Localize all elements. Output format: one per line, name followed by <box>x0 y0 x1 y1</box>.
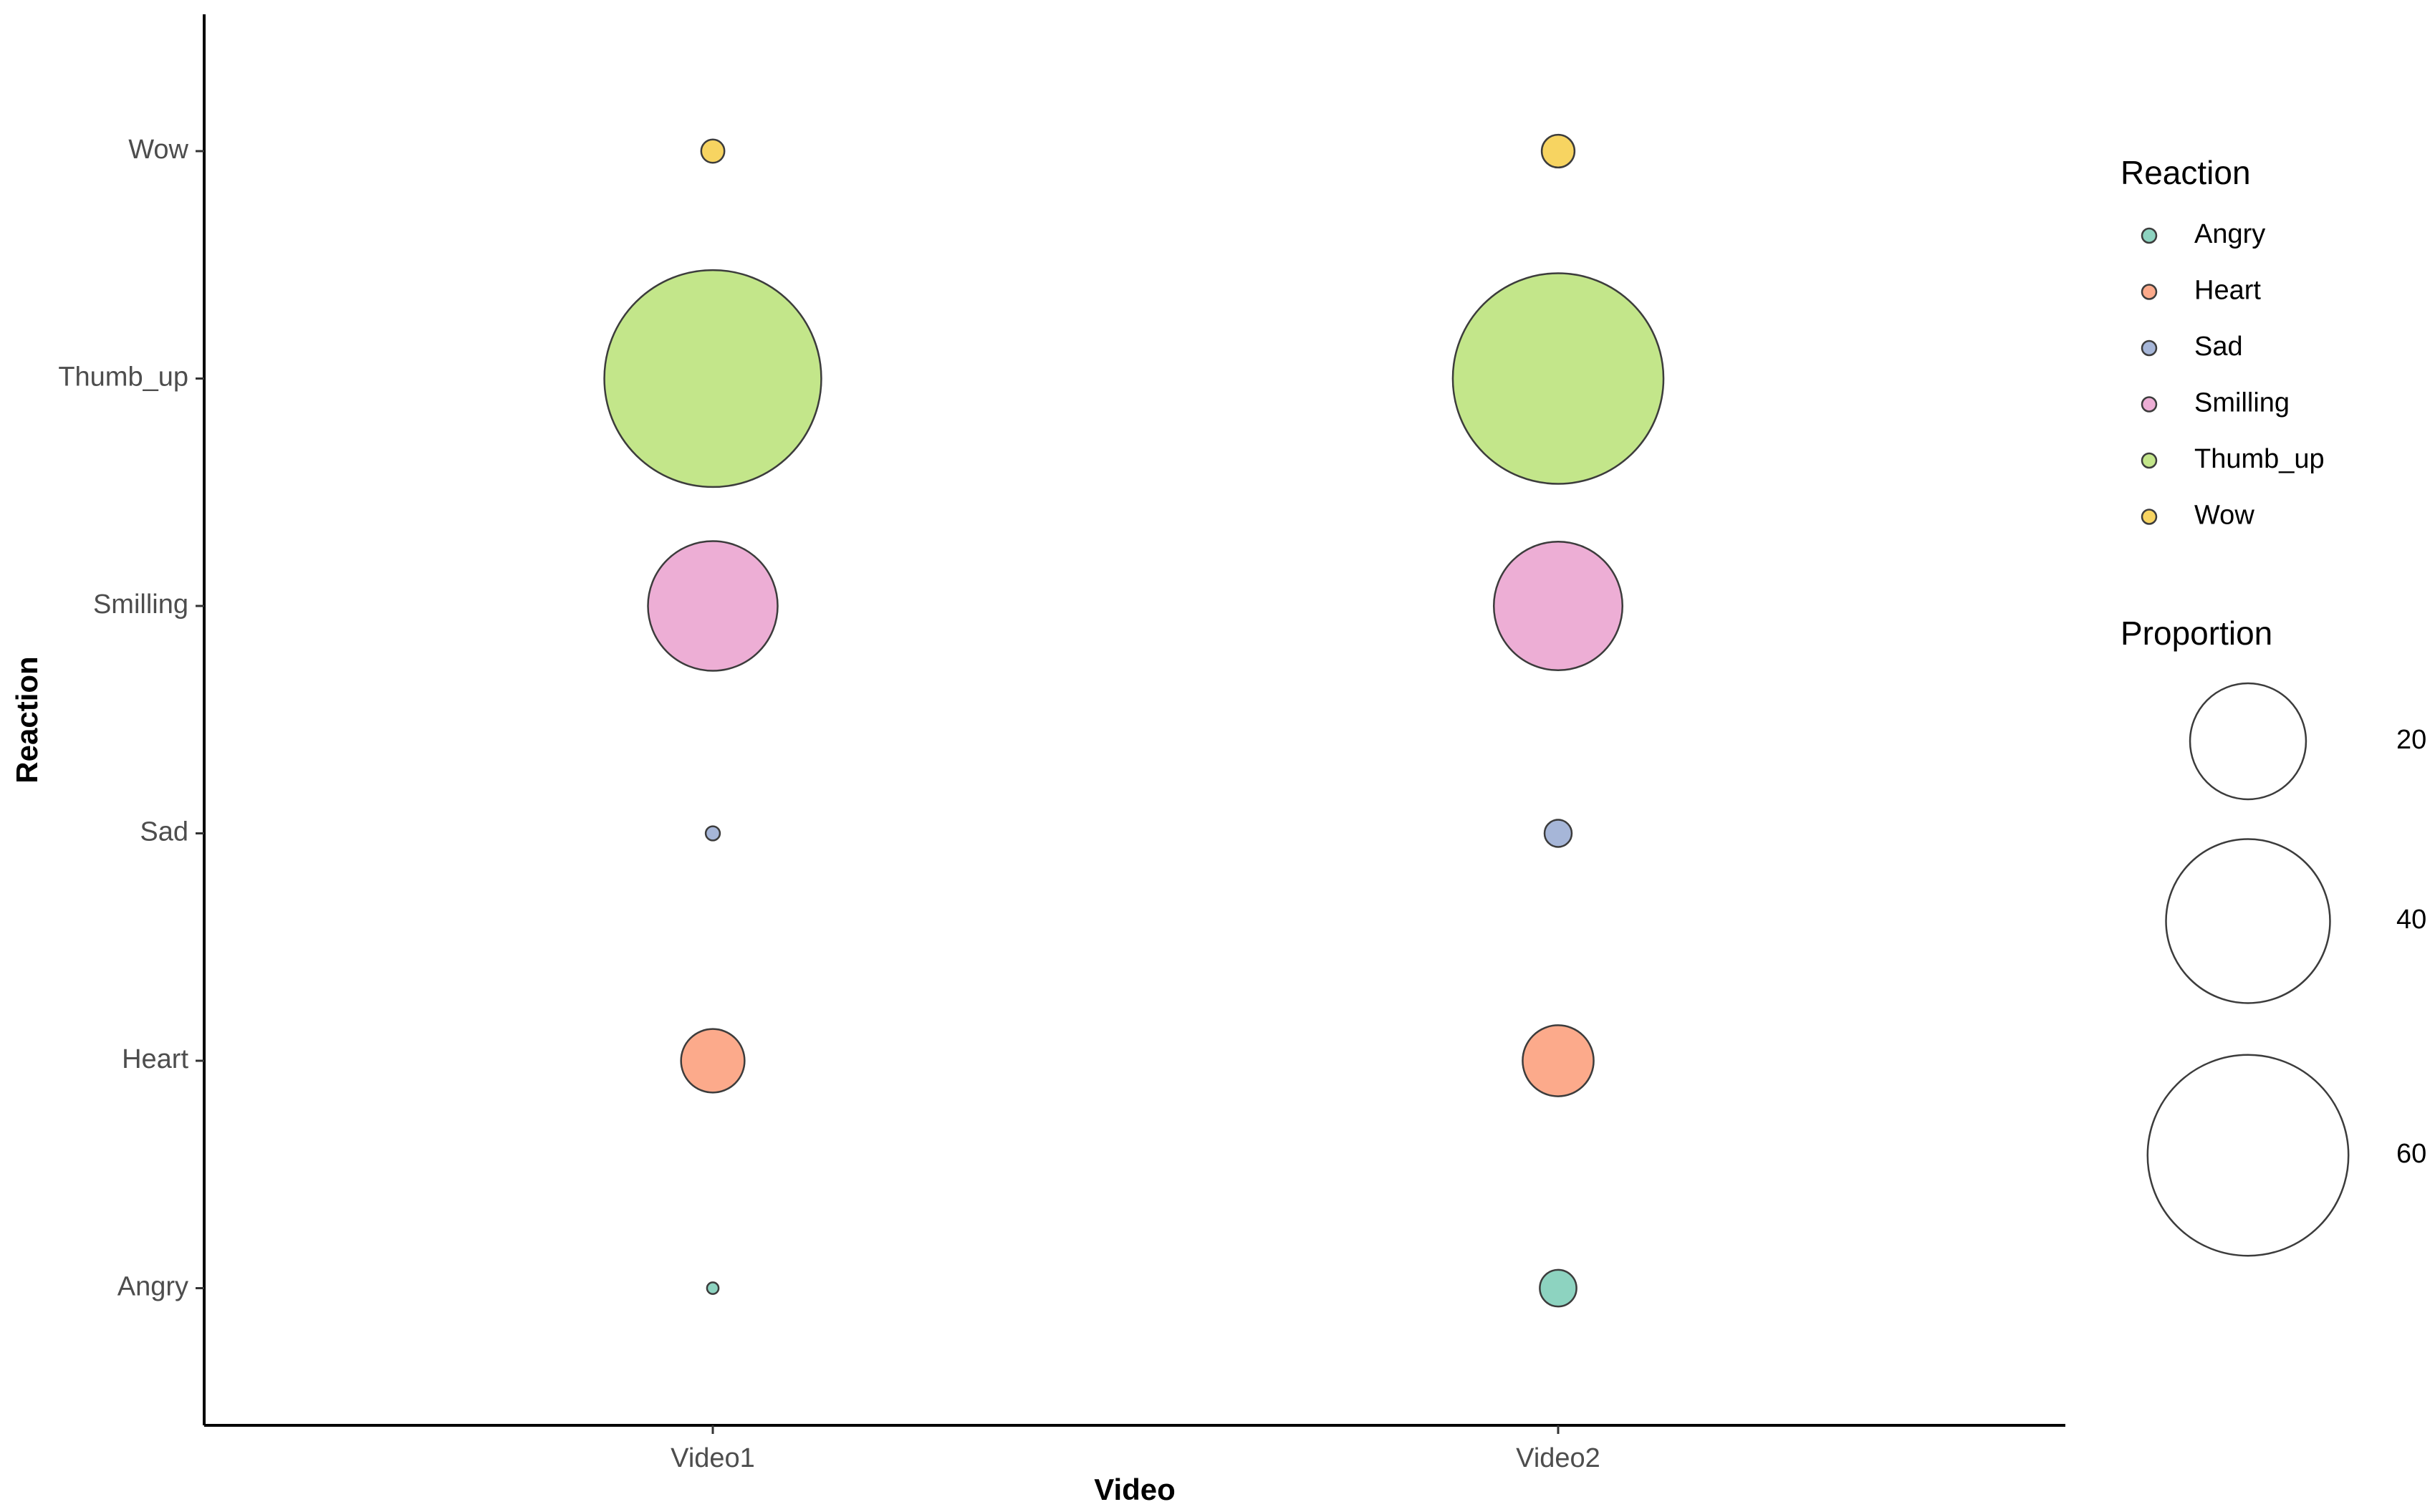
legend-title-reaction: Reaction <box>2121 154 2251 191</box>
legend-size-label-60: 60 <box>2396 1139 2426 1169</box>
bubble-video1-sad <box>704 825 721 842</box>
legend-size-key-20 <box>2189 682 2307 801</box>
y-tick-label-angry: Angry <box>117 1272 188 1302</box>
bubble-video2-thumb_up <box>1451 272 1665 485</box>
legend-label-angry: Angry <box>2194 219 2265 249</box>
y-tick-label-thumb_up: Thumb_up <box>58 362 188 393</box>
legend-key-angry <box>2141 227 2158 244</box>
legend-key-thumb_up <box>2141 452 2158 469</box>
y-axis-title: Reaction <box>10 656 44 783</box>
y-tick-label-wow: Wow <box>128 135 188 165</box>
legend-label-thumb_up: Thumb_up <box>2194 444 2325 474</box>
x-tick-label-video1: Video1 <box>671 1443 755 1473</box>
legend-key-wow <box>2141 509 2158 525</box>
bubble-video2-wow <box>1540 133 1576 169</box>
x-tick-label-video2: Video2 <box>1516 1443 1600 1473</box>
legend-label-smilling: Smilling <box>2194 388 2290 418</box>
x-axis-title: Video <box>1094 1473 1176 1506</box>
legend-key-sad <box>2141 340 2158 357</box>
bubble-video2-sad <box>1543 819 1573 848</box>
legend-key-heart <box>2141 284 2158 300</box>
legend-label-sad: Sad <box>2194 332 2243 362</box>
bubble-video1-smilling <box>647 540 779 672</box>
bubble-video2-angry <box>1539 1268 1577 1308</box>
bubble-video1-angry <box>706 1281 720 1295</box>
bubble-video1-wow <box>700 138 726 164</box>
y-tick-label-sad: Sad <box>140 817 188 847</box>
legend-label-wow: Wow <box>2194 501 2254 531</box>
legend-size-key-60 <box>2146 1054 2350 1257</box>
bubble-video1-heart <box>680 1028 746 1094</box>
legend-size-label-40: 40 <box>2396 905 2426 935</box>
legend-key-smilling <box>2141 396 2158 413</box>
legend-title-proportion: Proportion <box>2121 615 2272 652</box>
bubble-video2-heart <box>1522 1024 1595 1097</box>
legend-label-heart: Heart <box>2194 276 2261 306</box>
y-tick-label-heart: Heart <box>122 1044 188 1074</box>
bubble-video2-smilling <box>1492 540 1624 672</box>
bubble-video1-thumb_up <box>603 269 822 488</box>
legend-size-label-20: 20 <box>2396 725 2426 755</box>
y-tick-label-smilling: Smilling <box>93 589 188 620</box>
legend-size-key-40 <box>2165 838 2331 1004</box>
